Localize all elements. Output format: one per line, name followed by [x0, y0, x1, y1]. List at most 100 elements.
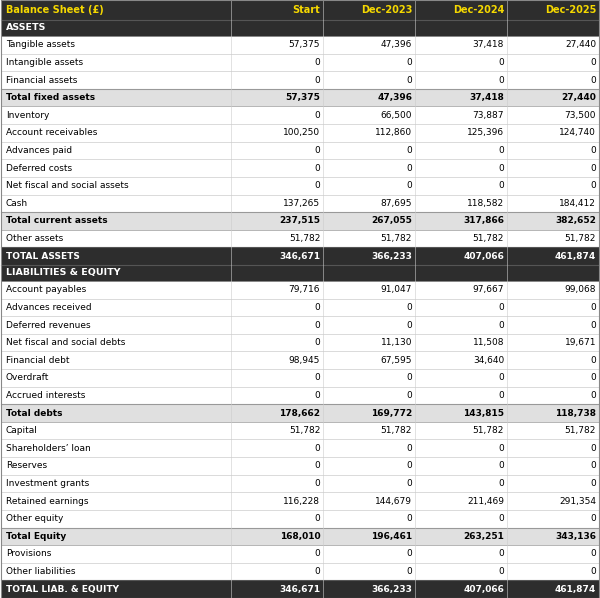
Text: 143,815: 143,815 — [463, 408, 504, 417]
Text: 11,508: 11,508 — [473, 338, 504, 347]
Text: TOTAL ASSETS: TOTAL ASSETS — [6, 252, 80, 261]
Bar — [1, 248, 599, 265]
Text: 0: 0 — [590, 479, 596, 488]
Text: 34,640: 34,640 — [473, 356, 504, 365]
Text: 0: 0 — [314, 514, 320, 523]
Text: 0: 0 — [406, 303, 412, 312]
Text: 0: 0 — [406, 75, 412, 84]
Text: 0: 0 — [314, 321, 320, 329]
Text: 0: 0 — [590, 391, 596, 400]
Text: 0: 0 — [590, 373, 596, 382]
Text: 0: 0 — [499, 164, 504, 173]
Text: 407,066: 407,066 — [463, 252, 504, 261]
Text: Shareholders’ loan: Shareholders’ loan — [6, 444, 91, 453]
Text: Financial assets: Financial assets — [6, 75, 77, 84]
Text: 291,354: 291,354 — [559, 496, 596, 506]
Text: 0: 0 — [406, 146, 412, 155]
Text: 125,396: 125,396 — [467, 129, 504, 138]
Text: 267,055: 267,055 — [371, 216, 412, 225]
Text: 0: 0 — [314, 303, 320, 312]
Text: 0: 0 — [406, 514, 412, 523]
Text: 37,418: 37,418 — [469, 93, 504, 102]
Text: 37,418: 37,418 — [473, 40, 504, 49]
Text: 47,396: 47,396 — [377, 93, 412, 102]
Text: Net fiscal and social debts: Net fiscal and social debts — [6, 338, 125, 347]
Bar — [1, 527, 599, 545]
Text: 0: 0 — [314, 146, 320, 155]
Text: Tangible assets: Tangible assets — [6, 40, 75, 49]
Text: 51,782: 51,782 — [565, 234, 596, 243]
Text: 0: 0 — [499, 479, 504, 488]
Bar — [1, 194, 599, 212]
Text: Balance Sheet (£): Balance Sheet (£) — [6, 5, 104, 15]
Text: Financial debt: Financial debt — [6, 356, 70, 365]
Text: 0: 0 — [406, 550, 412, 559]
Text: 79,716: 79,716 — [289, 285, 320, 294]
Text: Other equity: Other equity — [6, 514, 64, 523]
Text: 382,652: 382,652 — [555, 216, 596, 225]
Text: 0: 0 — [499, 181, 504, 190]
Bar — [1, 492, 599, 510]
Text: Net fiscal and social assets: Net fiscal and social assets — [6, 181, 128, 190]
Bar — [1, 89, 599, 106]
Text: Dec-2023: Dec-2023 — [361, 5, 412, 15]
Bar — [1, 36, 599, 54]
Text: 0: 0 — [590, 181, 596, 190]
Text: Investment grants: Investment grants — [6, 479, 89, 488]
Text: Other liabilities: Other liabilities — [6, 567, 76, 576]
Text: 73,887: 73,887 — [473, 111, 504, 120]
Text: 0: 0 — [406, 444, 412, 453]
Text: Total current assets: Total current assets — [6, 216, 107, 225]
Text: 461,874: 461,874 — [555, 252, 596, 261]
Bar — [1, 387, 599, 404]
Text: 0: 0 — [314, 58, 320, 67]
Text: 51,782: 51,782 — [565, 426, 596, 435]
Text: 346,671: 346,671 — [279, 585, 320, 594]
Text: Total debts: Total debts — [6, 408, 62, 417]
Text: 100,250: 100,250 — [283, 129, 320, 138]
Text: Account payables: Account payables — [6, 285, 86, 294]
Text: Overdraft: Overdraft — [6, 373, 49, 382]
Text: 0: 0 — [314, 391, 320, 400]
Text: 0: 0 — [406, 321, 412, 329]
Text: 0: 0 — [590, 356, 596, 365]
Bar — [1, 352, 599, 369]
Text: 0: 0 — [499, 567, 504, 576]
Bar — [1, 20, 599, 36]
Text: 87,695: 87,695 — [380, 199, 412, 208]
Bar — [1, 475, 599, 492]
Text: 0: 0 — [499, 146, 504, 155]
Bar — [1, 124, 599, 142]
Text: 178,662: 178,662 — [279, 408, 320, 417]
Text: Cash: Cash — [6, 199, 28, 208]
Text: 0: 0 — [590, 321, 596, 329]
Text: Advances received: Advances received — [6, 303, 92, 312]
Text: 0: 0 — [314, 567, 320, 576]
Text: Retained earnings: Retained earnings — [6, 496, 89, 506]
Bar — [1, 142, 599, 159]
Text: 0: 0 — [406, 181, 412, 190]
Text: 0: 0 — [499, 550, 504, 559]
Text: 317,866: 317,866 — [463, 216, 504, 225]
Text: 237,515: 237,515 — [279, 216, 320, 225]
Text: 0: 0 — [314, 550, 320, 559]
Bar — [1, 440, 599, 457]
Text: 57,375: 57,375 — [285, 93, 320, 102]
Bar — [1, 581, 599, 598]
Text: 0: 0 — [314, 75, 320, 84]
Text: 0: 0 — [499, 321, 504, 329]
Text: 407,066: 407,066 — [463, 585, 504, 594]
Bar — [1, 106, 599, 124]
Text: Intangible assets: Intangible assets — [6, 58, 83, 67]
Text: 66,500: 66,500 — [380, 111, 412, 120]
Text: 0: 0 — [590, 550, 596, 559]
Text: 0: 0 — [314, 338, 320, 347]
Text: 0: 0 — [590, 146, 596, 155]
Text: 0: 0 — [590, 303, 596, 312]
Bar — [1, 54, 599, 71]
Bar — [1, 71, 599, 89]
Text: 19,671: 19,671 — [565, 338, 596, 347]
Text: 0: 0 — [406, 479, 412, 488]
Text: TOTAL LIAB. & EQUITY: TOTAL LIAB. & EQUITY — [6, 585, 119, 594]
Text: Account receivables: Account receivables — [6, 129, 97, 138]
